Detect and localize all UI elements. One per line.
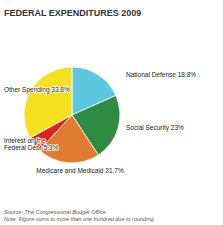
text-line: National Defense 18.8%: [126, 71, 196, 78]
slice-label: Other Spending 33.8%: [4, 86, 70, 94]
text-line: Federal Debt 5.3%: [4, 144, 58, 151]
slice-label: Medicare and Medicaid 21.7%: [36, 167, 124, 174]
slice-label: National Defense 18.8%: [126, 71, 196, 78]
text-line: Social Security 23%: [126, 124, 184, 132]
text-line: Source: The Congressional Budget Office.: [4, 209, 107, 215]
pie-slice: [24, 67, 72, 138]
text-line: Note: Figure sums to more than one hundr…: [4, 216, 155, 222]
slice-label: Social Security 23%: [126, 124, 184, 132]
chart: FEDERAL EXPENDITURES 2009 National Defens…: [0, 0, 223, 225]
text-line: Medicare and Medicaid 21.7%: [36, 167, 124, 174]
labels: National Defense 18.8% Social Security 23…: [4, 71, 196, 174]
text-line: Interest on the: [4, 137, 46, 144]
text-line: Other Spending 33.8%: [4, 86, 70, 94]
slice-label: Interest on theFederal Debt 5.3%: [4, 137, 58, 152]
title: FEDERAL EXPENDITURES 2009: [4, 8, 141, 18]
chart-container: FEDERAL EXPENDITURES 2009 National Defens…: [0, 0, 223, 225]
annotation: Source: The Congressional Budget Office.…: [4, 209, 155, 222]
